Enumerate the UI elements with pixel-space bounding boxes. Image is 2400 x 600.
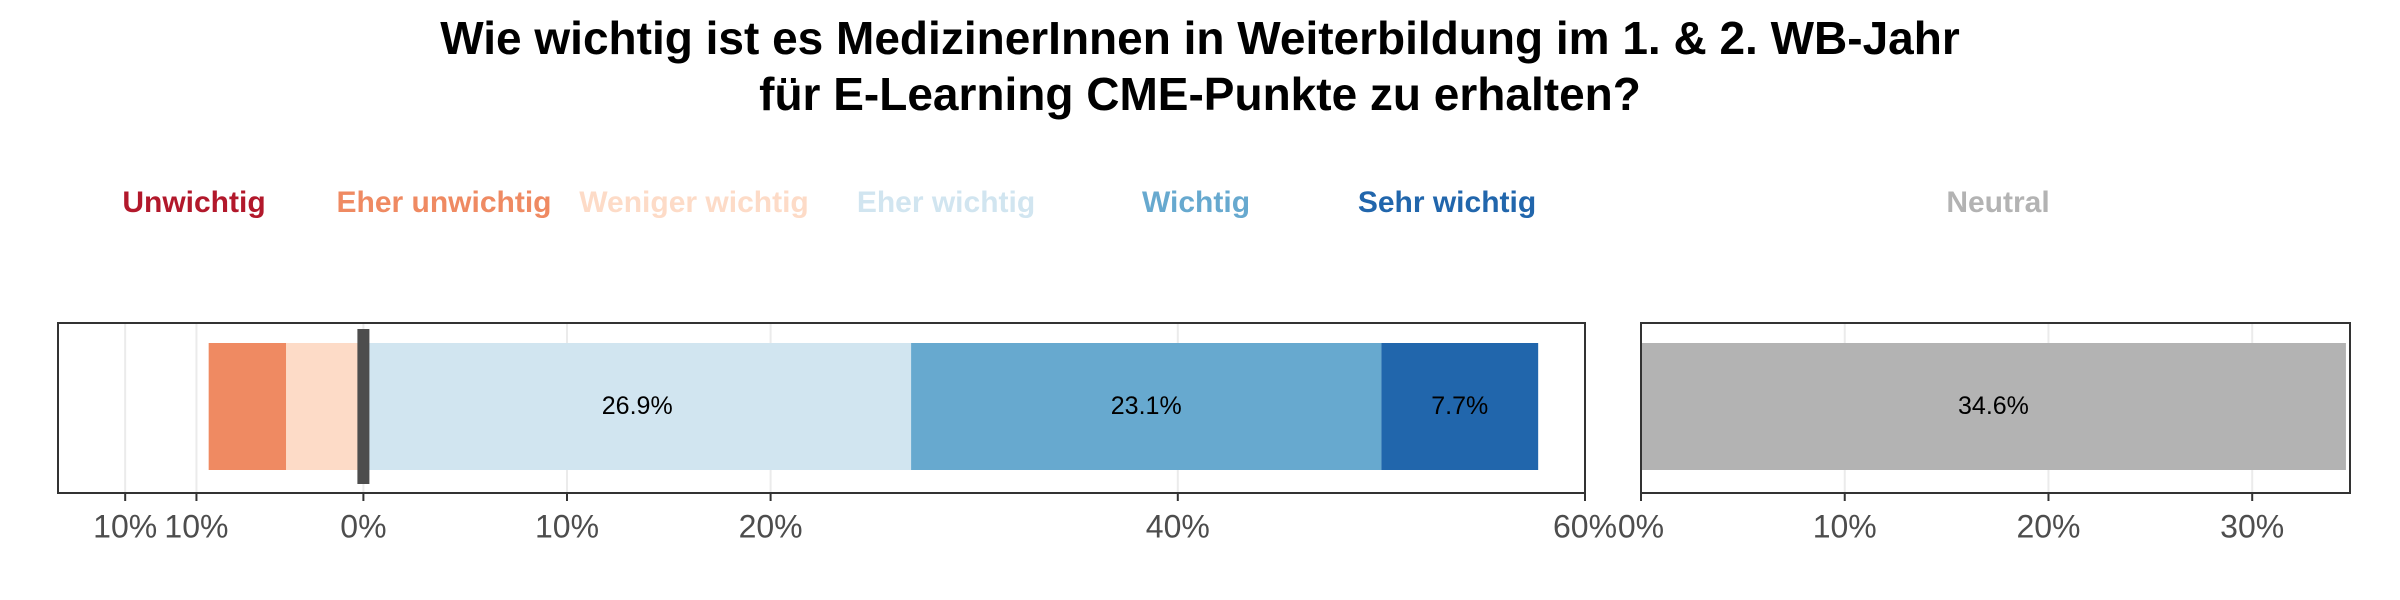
x-tick-label: 10% (1813, 508, 1877, 544)
bar-segment (363, 343, 912, 470)
value-label: 7.7% (1431, 392, 1488, 420)
bar-segment (911, 343, 1382, 470)
legend-label: Eher wichtig (857, 186, 1035, 219)
legend-label: Weniger wichtig (579, 186, 808, 219)
chart-title: Wie wichtig ist es MedizinerInnen in Wei… (440, 12, 1960, 64)
value-label: 23.1% (1111, 392, 1182, 420)
x-tick-label: 10% (93, 508, 157, 544)
legend-label: Neutral (1946, 186, 2049, 219)
x-tick-label: 20% (2016, 508, 2080, 544)
bar-segment (1381, 343, 1539, 470)
legend-label: Unwichtig (122, 186, 265, 219)
x-tick-label: 60% (1553, 508, 1617, 544)
panel-border (57, 322, 1586, 494)
x-tick-label: 30% (2220, 508, 2284, 544)
chart-subtitle: für E-Learning CME-Punkte zu erhalten? (759, 68, 1641, 120)
x-tick-label: 40% (1146, 508, 1210, 544)
x-tick-label: 0% (1618, 508, 1664, 544)
bar-segment (286, 343, 364, 470)
value-label: 34.6% (1958, 392, 2029, 420)
bar-segment (1641, 343, 2346, 470)
panel-border (1640, 322, 2351, 494)
x-tick-label: 10% (164, 508, 228, 544)
legend-label: Eher unwichtig (336, 186, 551, 219)
x-tick-label: 10% (535, 508, 599, 544)
legend-label: Wichtig (1142, 186, 1250, 219)
x-tick-label: 20% (739, 508, 803, 544)
bar-segment (208, 343, 287, 470)
value-label: 26.9% (602, 392, 673, 420)
legend-label: Sehr wichtig (1358, 186, 1536, 219)
x-tick-label: 0% (340, 508, 386, 544)
